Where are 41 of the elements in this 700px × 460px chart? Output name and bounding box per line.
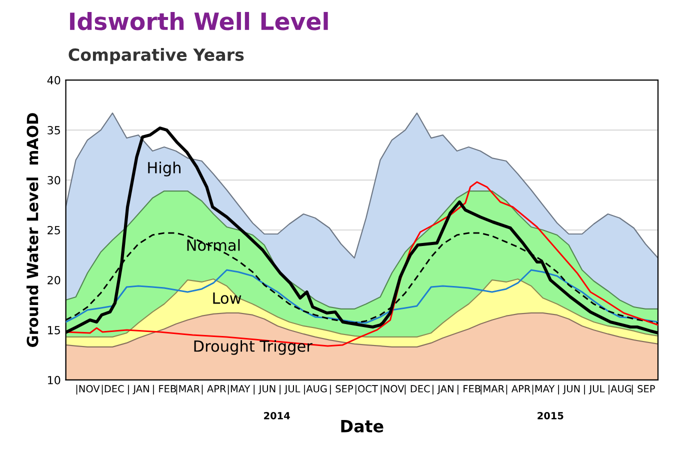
x-tick-label: |AUG <box>608 384 632 395</box>
chart-subtitle: Comparative Years <box>68 48 244 64</box>
x-tick-label: | JUL <box>584 384 605 395</box>
x2-tick-label: 2015 <box>538 412 564 420</box>
x-tick-label: |NOV <box>76 384 100 395</box>
y-tick-label: 25 <box>48 226 60 234</box>
x-tick-label: | JAN <box>432 384 454 395</box>
x-tick-label: | FEB <box>153 384 176 395</box>
x-tick-label: | JUL <box>280 384 300 395</box>
x-tick-label: | JUN <box>254 384 276 395</box>
x-tick-label: | SEP <box>632 384 655 395</box>
x-tick-label: | FEB <box>458 384 480 395</box>
chart-title: Idsworth Well Level <box>70 12 328 30</box>
x-tick-label: |MAY <box>532 384 555 395</box>
y-tick-label: 10 <box>48 376 60 384</box>
x-tick-label: |DEC <box>102 384 124 395</box>
x-tick-label: |MAR <box>176 384 200 395</box>
annotation: Drought Trigger <box>194 340 312 355</box>
x-tick-label: | JUN <box>558 384 580 395</box>
annotation: Normal <box>187 239 240 251</box>
x-tick-label: |NOV <box>380 384 404 395</box>
x-tick-label: |MAR <box>480 384 504 395</box>
x-tick-label: |MAY <box>228 384 250 395</box>
x2-tick-label: 2014 <box>264 412 290 420</box>
y-tick-label: 15 <box>48 326 60 334</box>
x-tick-label: | APR <box>506 384 530 395</box>
x-tick-label: | DEC <box>404 384 430 395</box>
x-tick-label: | APR <box>202 384 226 395</box>
x-tick-label: | JAN <box>128 384 149 395</box>
x-tick-label: | SEP <box>330 384 353 395</box>
annotation: Low <box>213 292 242 304</box>
x-axis-title: Date <box>341 420 384 432</box>
x-tick-label: |AUG <box>304 384 327 395</box>
y-axis-title: Ground Water Level mAOD <box>26 113 38 347</box>
x-tick-label: |OCT <box>355 384 378 395</box>
line-series <box>66 269 658 324</box>
y-tick-label: 35 <box>48 126 60 134</box>
y-tick-label: 20 <box>48 276 60 284</box>
y-tick-label: 40 <box>47 76 60 84</box>
y-tick-label: 30 <box>48 176 60 184</box>
annotation: High <box>148 162 180 176</box>
